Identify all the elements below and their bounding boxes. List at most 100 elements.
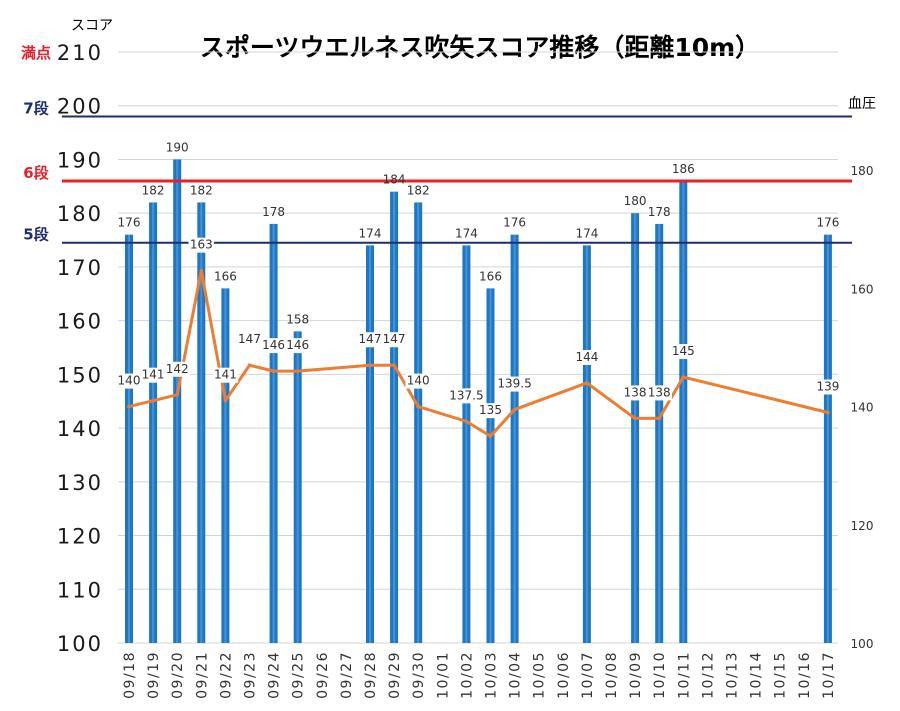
line-label-bg [357,332,383,348]
x-tick-label: 10/17 [821,651,837,699]
line-label-bg [670,344,697,360]
x-tick-label: 10/08 [604,651,620,699]
bar-data-label: 174 [359,226,382,240]
line-point [826,410,830,415]
x-axis-ticks: 09/18 09/19 09/20 09/21 09/22 09/23 09/24 09/25… [122,651,837,699]
bar-highlight [224,288,227,643]
x-tick-label: 10/09 [628,651,644,699]
bar-data-label: 176 [118,216,141,230]
line-data-label: 140 [118,374,141,388]
bar-data-label: 176 [503,216,526,230]
bar-data-label: 184 [383,173,406,187]
bar-data-label: 158 [286,312,309,326]
bar-highlight [417,202,420,643]
y-axis-label: スコア [71,18,113,34]
line-data-label: 141 [142,368,165,382]
x-tick-label: 10/05 [532,651,548,699]
line-point [512,407,517,412]
bar-highlight [128,234,130,643]
reference-label: 5段 [23,226,48,244]
line-series [127,268,830,438]
x-tick-label: 10/11 [676,651,692,699]
x-tick-label: 09/20 [170,651,186,699]
x-tick-label: 10/06 [556,651,572,699]
bar-highlight [658,223,661,643]
line-data-label: 135 [479,403,502,417]
bar-data-label: 174 [455,226,478,240]
y-axis-ticks: 100 110 120 130 140 150 160 170 180 190 200 210 [57,41,103,656]
line-label-bg [188,237,215,253]
bar-highlight [200,202,203,643]
y2-axis-label: 血圧 [848,96,876,112]
y-tick-label: 130 [57,471,103,495]
bar-highlight [152,202,155,643]
x-tick-label: 10/02 [459,651,475,699]
x-tick-label: 09/19 [146,651,162,699]
line-label-bg [164,361,190,377]
line-label-bg [622,385,648,401]
line-data-label: 140 [407,374,430,388]
x-tick-label: 09/22 [218,651,234,699]
bar-highlight [296,331,299,643]
line-data-label: 144 [575,350,598,364]
bar-data-label: 178 [648,205,671,219]
line-data-label: 145 [672,344,695,358]
line-label-bg [477,403,504,419]
x-tick-label: 10/07 [580,651,596,699]
line-point [464,419,469,424]
bar-highlight [513,234,516,643]
line-data-label: 137.5 [449,388,483,402]
x-tick-label: 09/24 [267,651,283,699]
bar-highlight [489,288,492,643]
x-tick-label: 09/28 [363,651,379,699]
y-tick-label: 120 [57,525,103,549]
bar-series [125,159,832,644]
line-point [127,404,131,409]
line-label-bg [646,385,672,401]
x-tick-label: 09/18 [122,651,138,699]
line-label-bg [446,388,487,404]
line-point [416,404,421,409]
x-tick-label: 10/16 [797,651,813,699]
line-point [488,434,493,438]
y-tick-label: 140 [57,417,103,441]
bar-highlight [272,223,275,643]
line-point [223,398,228,403]
reference-label: 7段 [23,99,48,117]
line-point [657,416,661,421]
line-data-label: 139.5 [497,377,531,391]
line-point [247,363,252,368]
x-tick-label: 10/10 [652,651,668,699]
x-tick-label: 09/26 [315,651,331,699]
bar-data-label: 190 [166,140,189,154]
line-data-label: 141 [214,368,237,382]
y2-tick-label: 140 [851,401,874,415]
line-label-bg [116,373,142,389]
x-tick-label: 10/01 [435,651,451,699]
y-tick-label: 190 [57,148,103,172]
x-tick-label: 09/23 [243,651,259,699]
line-label-bg [381,332,407,348]
line-label-bg [494,376,535,392]
bar-data-label: 176 [816,216,839,230]
x-tick-label: 10/04 [508,651,524,699]
line-data-label: 139 [816,380,839,394]
line-point [199,268,204,273]
line-data-label: 138 [648,385,671,399]
line-label-bg [236,332,263,348]
line-data-label: 146 [262,338,285,352]
line-point [585,381,589,385]
line-point [271,369,276,373]
line-label-bg [212,367,239,383]
line-data-label: 147 [359,332,382,346]
x-tick-label: 09/27 [339,651,355,699]
x-tick-label: 09/21 [194,651,210,699]
line-data-label: 138 [624,385,647,399]
y-tick-label: 100 [57,632,103,656]
line-label-bg [260,338,287,354]
line-point [392,363,396,368]
y2-tick-label: 160 [851,282,874,296]
x-tick-label: 09/25 [291,651,307,699]
bar-data-label: 178 [262,205,285,219]
